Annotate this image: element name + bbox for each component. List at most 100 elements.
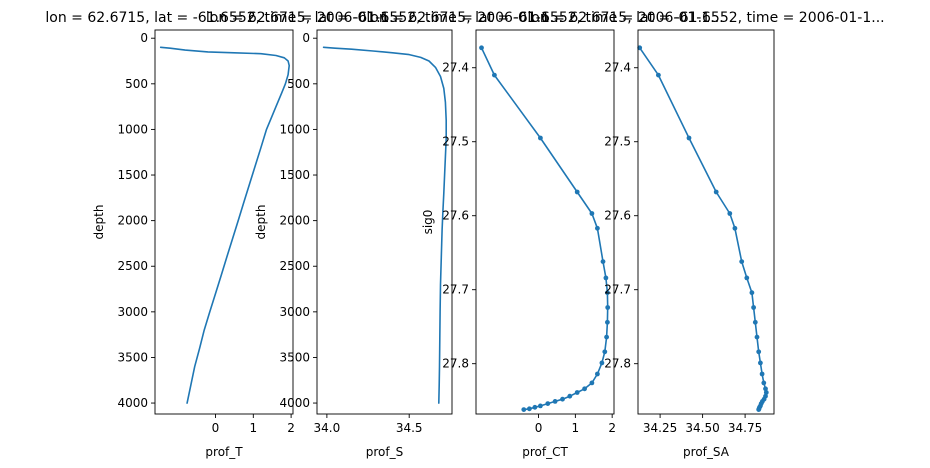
y-tick-label: 27.6 [604,209,631,223]
y-tick-label: 0 [302,31,310,45]
y-tick-label: 3000 [117,305,148,319]
data-point [589,380,595,386]
data-point [761,380,767,386]
data-point [599,360,605,366]
data-point [605,290,610,296]
x-tick-label: 34.25 [643,421,677,435]
y-tick-label: 2500 [117,259,148,273]
data-point [713,189,719,195]
panel-1: 0 1 2 0 500 1000 1500 2000 2500 3000 3500 4000 prof_… [92,29,295,459]
data-point [552,399,558,404]
data-point [727,211,733,216]
data-point [756,349,762,355]
y-tick-label: 1000 [279,122,310,136]
data-point [492,72,497,78]
data-point [603,275,609,281]
data-point [605,305,611,310]
data-point [582,386,587,392]
data-point [538,135,543,141]
y-axis-label: depth [254,205,268,240]
data-point [574,390,580,395]
data-point [758,360,763,366]
x-tick-label: 0 [212,421,220,435]
y-tick-label: 500 [287,77,310,91]
y-tick-label: 27.8 [604,357,631,371]
data-point [567,393,573,399]
y-tick-label: 1000 [117,122,148,136]
x-tick-label: 34.5 [396,421,423,435]
y-axis-label: sig0 [421,210,435,235]
data-point [605,319,610,325]
x-axis-label: prof_SA [683,445,730,459]
y-tick-label: 1500 [117,168,148,182]
panel-4-title: lon = 62.6715, lat = -61.6552, time = 20… [527,10,884,26]
data-point [754,334,760,340]
data-point [604,334,609,340]
data-point [560,396,565,402]
y-tick-label: 27.7 [442,283,469,297]
x-tick-label: 2 [287,421,295,435]
y-tick-label: 4000 [117,396,148,410]
data-point [521,407,527,412]
y-tick-label: 27.5 [604,135,631,149]
data-point [744,275,750,281]
y-tick-label: 0 [140,31,148,45]
y-tick-label: 3000 [279,305,310,319]
x-axis-label: prof_CT [522,445,568,459]
panel-1-title: lon = 62.6715, lat = -61.6552, time = 20… [45,10,402,26]
axes-frame [316,29,453,415]
data-point [600,259,606,264]
data-point [595,225,600,231]
data-point [602,349,608,355]
data-point [739,259,745,264]
y-tick-label: 27.4 [442,61,469,75]
data-point [756,407,762,412]
data-point [545,401,551,406]
data-point [538,403,543,409]
axes-frame [637,29,775,415]
panel-3: 0 1 2 27.4 27.5 27.6 27.7 27.8 prof_CT sig0 [421,29,616,459]
x-tick-label: 1 [572,421,580,435]
data-point [752,319,758,325]
data-point [751,305,756,310]
data-point [686,135,692,141]
y-tick-label: 2500 [279,259,310,273]
data-point [749,290,755,296]
y-tick-label: 27.8 [442,357,469,371]
data-point [637,45,643,51]
y-tick-label: 27.7 [604,283,631,297]
panel-4: 34.25 34.50 34.75 27.4 27.5 27.6 27.7 27.8 prof_… [604,29,775,459]
data-point [763,390,769,395]
x-tick-label: 34.0 [314,421,341,435]
data-point [595,371,600,377]
x-tick-label: 34.75 [728,421,762,435]
y-tick-label: 1500 [279,168,310,182]
y-tick-label: 2000 [117,214,148,228]
data-point [759,371,765,377]
y-tick-label: 3500 [117,350,148,364]
x-tick-label: 2 [608,421,616,435]
series-line-1 [159,46,291,404]
y-tick-label: 2000 [279,214,310,228]
data-point [574,189,580,195]
data-point [532,404,538,410]
y-axis-label: depth [92,205,106,240]
data-point [479,45,484,51]
data-point [527,406,532,412]
y-tick-label: 3500 [279,350,310,364]
y-tick-label: 27.4 [604,61,631,75]
y-tick-label: 27.5 [442,135,469,149]
x-tick-label: 1 [249,421,257,435]
axes-frame [475,29,615,415]
series-line-1 [322,46,448,404]
data-point [589,211,595,216]
panel-2: 34.0 34.5 0 500 1000 1500 2000 2500 3000 3500 4000… [254,29,453,459]
x-tick-label: 0 [535,421,543,435]
y-tick-label: 27.6 [442,209,469,223]
x-tick-label: 34.50 [685,421,719,435]
y-tick-label: 500 [125,77,148,91]
axes-frame [154,29,294,415]
panel-3-title: lon = 62.6715, lat = -61.6552, time = 20… [366,10,723,26]
panel-2-title: lon = 62.6715, lat = -61.6552, time = 20… [206,10,563,26]
